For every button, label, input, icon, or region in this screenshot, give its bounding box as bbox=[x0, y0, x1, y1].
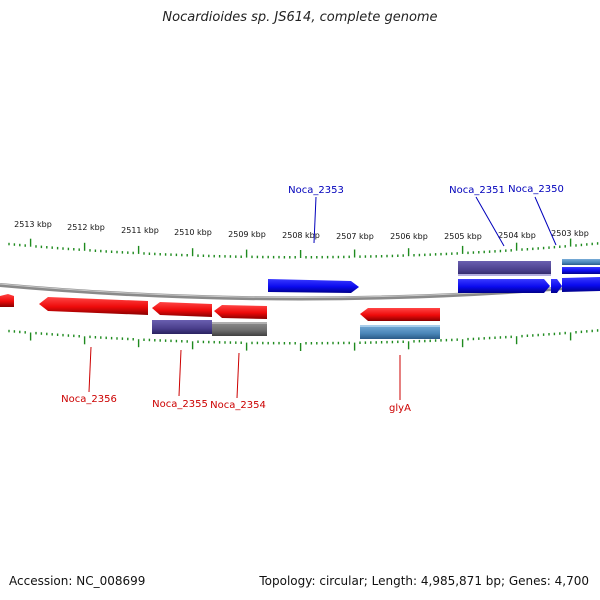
genome-title: Nocardioides sp. JS614, complete genome bbox=[162, 10, 438, 25]
gene-label[interactable]: Noca_2354 bbox=[210, 400, 266, 411]
gene-noca-2356[interactable] bbox=[39, 297, 148, 315]
gene-label[interactable]: Noca_2353 bbox=[288, 185, 344, 196]
kbp-label: 2512 kbp bbox=[67, 223, 105, 232]
kbp-label: 2509 kbp bbox=[228, 230, 266, 239]
leader-line bbox=[534, 196, 557, 246]
kbp-label: 2513 kbp bbox=[14, 220, 52, 229]
feature-purple-reverse bbox=[152, 320, 212, 334]
gene-forward-small[interactable] bbox=[551, 279, 562, 293]
feature-gray-reverse bbox=[212, 322, 267, 336]
leader-line bbox=[178, 349, 182, 397]
feature-steel-forward bbox=[562, 259, 600, 265]
kbp-label: 2510 kbp bbox=[174, 228, 212, 237]
leader-line bbox=[88, 346, 92, 393]
feature-blue-strip bbox=[562, 267, 600, 274]
gene-label[interactable]: Noca_2350 bbox=[508, 184, 564, 195]
gene-label[interactable]: glyA bbox=[389, 403, 411, 414]
gene-label[interactable]: Noca_2356 bbox=[61, 394, 117, 405]
feature-purple-forward bbox=[458, 261, 551, 276]
gene-glya[interactable] bbox=[360, 308, 440, 321]
kbp-tick-row-bottom bbox=[8, 329, 599, 351]
kbp-label: 2505 kbp bbox=[444, 232, 482, 241]
accession-text: Accession: NC_008699 bbox=[9, 574, 146, 588]
kbp-tick-row-top bbox=[8, 238, 599, 259]
kbp-label: 2506 kbp bbox=[390, 232, 428, 241]
gene-left-edge[interactable] bbox=[0, 294, 14, 307]
gene-label[interactable]: Noca_2351 bbox=[449, 185, 505, 196]
leader-line bbox=[236, 352, 240, 399]
gene-noca-2353[interactable] bbox=[268, 279, 359, 293]
gene-noca-2354[interactable] bbox=[214, 305, 267, 319]
topology-text: Topology: circular; Length: 4,985,871 bp… bbox=[259, 574, 589, 588]
leader-line bbox=[475, 196, 505, 247]
gene-noca-2350[interactable] bbox=[562, 277, 600, 292]
gene-noca-2351[interactable] bbox=[458, 279, 550, 293]
kbp-label: 2508 kbp bbox=[282, 231, 320, 240]
gene-noca-2355[interactable] bbox=[152, 302, 212, 317]
kbp-label: 2511 kbp bbox=[121, 226, 159, 235]
kbp-label: 2504 kbp bbox=[498, 231, 536, 240]
kbp-label: 2507 kbp bbox=[336, 232, 374, 241]
gene-label[interactable]: Noca_2355 bbox=[152, 399, 208, 410]
feature-steel-reverse bbox=[360, 325, 440, 339]
leader-line bbox=[313, 196, 317, 244]
kbp-label: 2503 kbp bbox=[551, 229, 589, 238]
